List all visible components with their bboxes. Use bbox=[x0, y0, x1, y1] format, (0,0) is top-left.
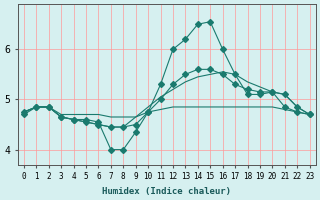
X-axis label: Humidex (Indice chaleur): Humidex (Indice chaleur) bbox=[102, 187, 231, 196]
